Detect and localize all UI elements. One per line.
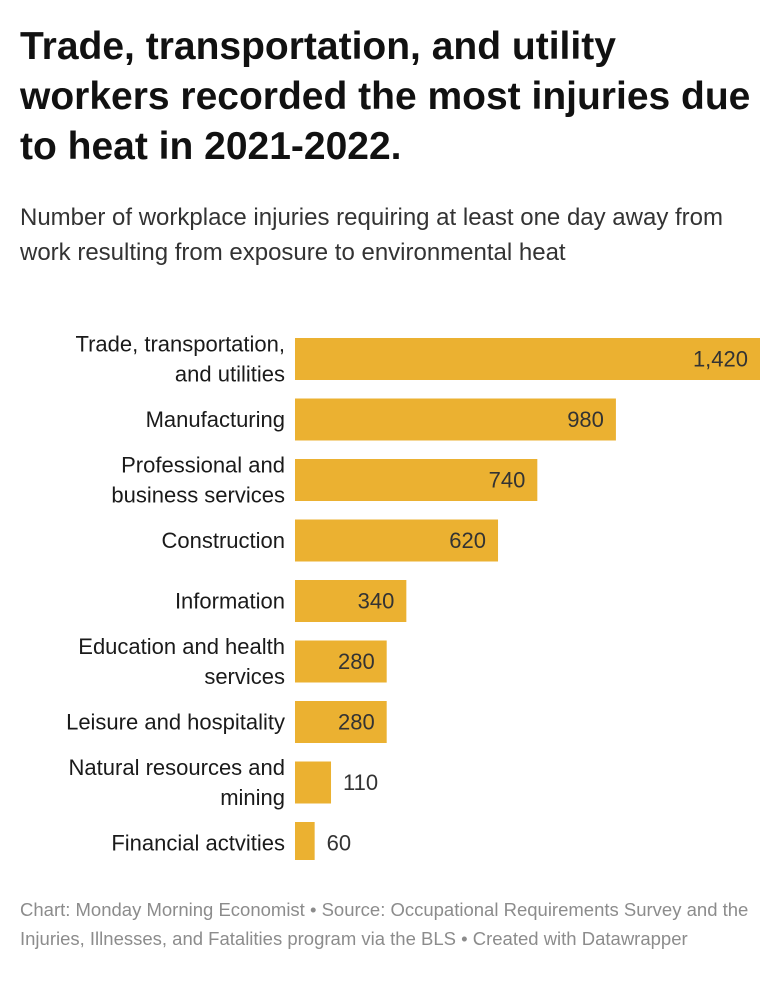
bar [295, 761, 332, 804]
bar [295, 519, 499, 562]
chart-credit: Chart: Monday Morning Economist • Source… [20, 899, 749, 949]
chart-subtitle: Number of workplace injuries requiring a… [20, 204, 723, 266]
category-label: Education and health services [78, 634, 285, 689]
category-label: Financial actvities [111, 831, 285, 856]
category-label: Professional and business services [111, 453, 285, 508]
value-label: 340 [358, 589, 395, 614]
value-label: 110 [343, 770, 378, 795]
value-label: 740 [489, 468, 526, 493]
bar [295, 338, 760, 380]
bar-chart: Trade, transportation, and utilities 1,420… [66, 332, 760, 860]
bar [295, 459, 538, 501]
category-label: Natural resources and mining [69, 755, 285, 810]
bar [295, 822, 315, 860]
category-label: Information [175, 589, 285, 614]
value-label: 620 [449, 528, 486, 553]
bar [295, 640, 387, 683]
category-label: Manufacturing [146, 407, 285, 432]
value-label: 280 [338, 649, 375, 674]
value-label: 60 [327, 831, 351, 856]
value-label: 980 [567, 407, 604, 432]
bar [295, 701, 387, 743]
value-label: 1,420 [693, 347, 748, 372]
bar [295, 580, 407, 622]
chart-title: Trade, transportation, and utility worke… [20, 25, 751, 168]
category-label: Construction [161, 528, 285, 553]
bar [295, 398, 616, 441]
category-label: Leisure and hospitality [66, 710, 285, 735]
category-label: Trade, transportation, and utilities [75, 332, 285, 387]
value-label: 280 [338, 710, 375, 735]
